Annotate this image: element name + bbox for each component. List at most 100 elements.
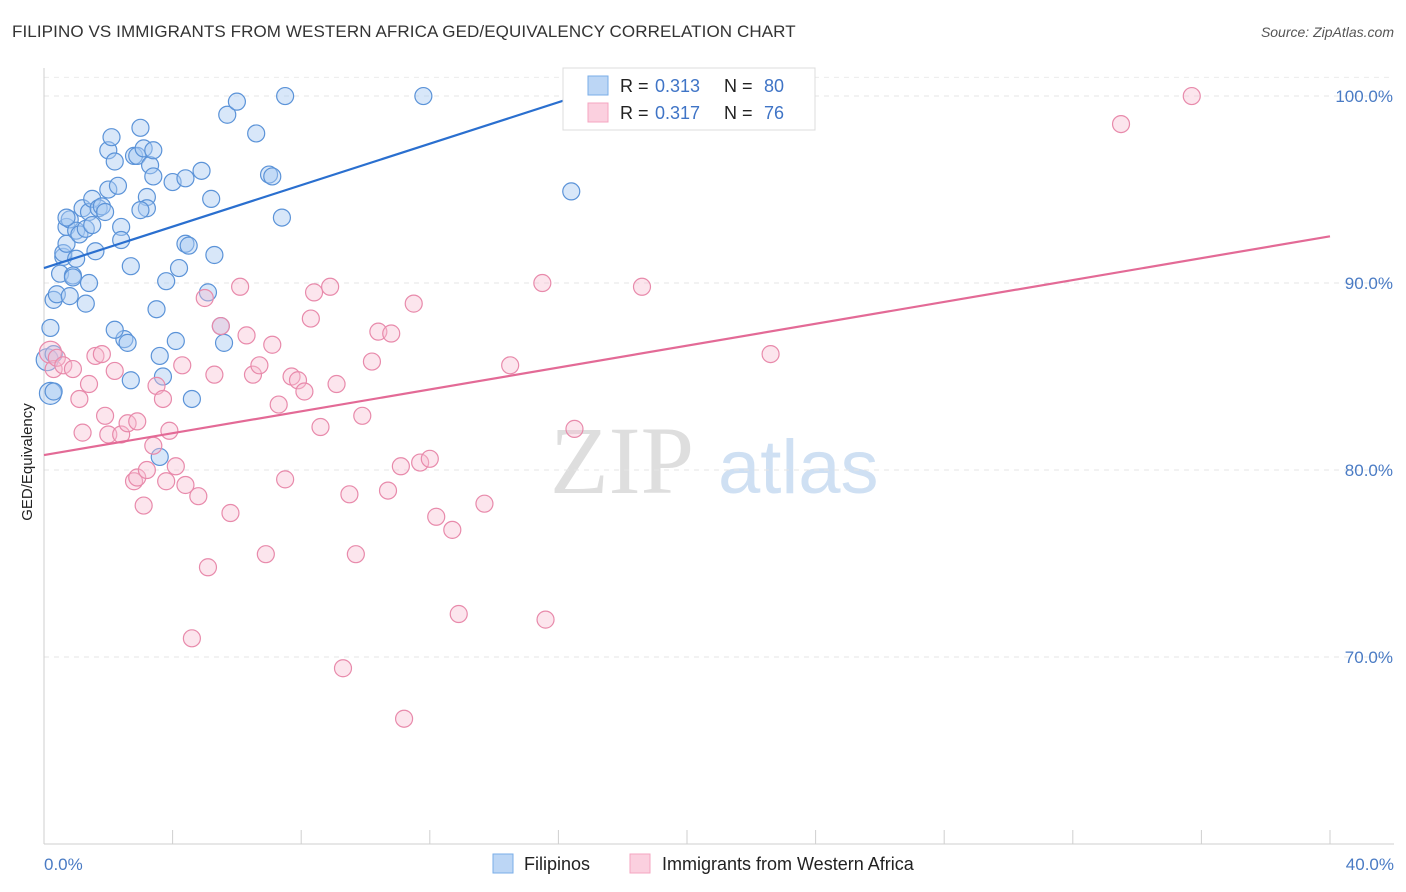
western-africa-point — [70, 389, 89, 409]
y-tick-label: 70.0% — [1345, 648, 1393, 667]
western-africa-point — [128, 412, 147, 431]
data-points — [35, 86, 1201, 728]
filipino-point — [150, 346, 169, 366]
filipino-point — [182, 389, 201, 409]
western-africa-point — [231, 277, 250, 296]
filipino-point — [144, 141, 163, 160]
legend-n-value-1: 80 — [764, 76, 784, 96]
western-africa-point — [311, 417, 330, 437]
y-tick-label: 80.0% — [1345, 461, 1393, 480]
filipino-point — [79, 273, 99, 293]
filipino-point — [108, 176, 128, 195]
western-africa-point — [147, 376, 166, 395]
filipino-point — [95, 202, 115, 222]
western-africa-point — [211, 316, 230, 336]
western-africa-point — [79, 374, 99, 394]
filipino-point — [41, 318, 60, 338]
filipino-point — [179, 236, 198, 255]
western-africa-point — [44, 359, 63, 379]
x-tick-label-min: 0.0% — [44, 855, 83, 874]
filipino-point — [227, 92, 246, 111]
western-africa-point — [761, 344, 780, 364]
western-africa-point — [189, 487, 208, 506]
filipino-point — [131, 118, 150, 137]
filipino-point — [121, 371, 140, 390]
filipino-point — [150, 447, 169, 467]
western-africa-point — [160, 421, 179, 440]
filipino-point — [121, 257, 140, 276]
western-africa-point — [256, 545, 275, 564]
filipino-point — [105, 152, 124, 171]
western-africa-point — [173, 356, 192, 375]
filipino-point — [92, 197, 111, 216]
western-africa-point — [105, 361, 124, 381]
western-africa-point — [1111, 114, 1131, 134]
axes — [43, 68, 1394, 845]
western-africa-point — [195, 288, 214, 308]
western-africa-point — [221, 503, 240, 523]
legend-r-label-2: R = — [620, 103, 649, 123]
bottom-legend-swatch-western-africa — [629, 853, 651, 874]
western-africa-point — [411, 453, 430, 472]
western-africa-point — [394, 709, 414, 728]
filipino-point — [218, 105, 237, 124]
western-africa-point — [443, 520, 462, 539]
western-africa-point — [166, 457, 185, 476]
legend-n-label-1: N = — [724, 76, 753, 96]
filipino-point — [57, 208, 76, 227]
filipino-point — [60, 210, 79, 229]
western-africa-point — [137, 460, 156, 480]
filipino-point — [105, 320, 124, 339]
chart-source: Source: ZipAtlas.com — [1260, 24, 1394, 40]
grid-lines — [44, 76, 1394, 658]
filipino-point — [169, 258, 189, 278]
western-africa-point — [565, 419, 584, 438]
western-africa-trend-line — [43, 235, 1331, 457]
legend-box: R = 0.313 N = 80 R = 0.317 N = 76 — [562, 67, 816, 131]
chart-title: FILIPINO VS IMMIGRANTS FROM WESTERN AFRI… — [12, 22, 796, 41]
western-africa-point — [475, 494, 494, 513]
western-africa-point — [182, 629, 201, 648]
legend-n-label-2: N = — [724, 103, 753, 123]
filipino-point — [272, 208, 292, 227]
western-africa-point — [304, 283, 324, 302]
filipino-point — [137, 199, 156, 218]
western-africa-point — [86, 346, 105, 366]
bottom-legend: Filipinos Immigrants from Western Africa — [492, 853, 915, 874]
western-africa-point — [198, 558, 218, 577]
filipino-point — [99, 180, 118, 199]
western-africa-point — [144, 436, 163, 455]
western-africa-point — [382, 324, 401, 343]
filipino-point — [176, 234, 195, 253]
western-africa-point — [92, 344, 111, 364]
filipino-point — [102, 128, 121, 147]
x-tick-label-max: 40.0% — [1346, 855, 1394, 874]
western-africa-point — [63, 359, 83, 379]
western-africa-point — [54, 356, 73, 375]
western-africa-point — [301, 309, 320, 328]
western-africa-point — [176, 475, 195, 495]
trend-lines — [43, 85, 1331, 457]
western-africa-point — [73, 423, 92, 442]
filipino-point — [140, 156, 160, 175]
y-tick-labels: 70.0% 80.0% 90.0% 100.0% — [1335, 87, 1393, 667]
western-africa-point — [47, 348, 66, 367]
western-africa-point — [250, 356, 269, 375]
western-africa-point — [243, 365, 263, 384]
western-africa-point — [153, 389, 173, 409]
filipino-point — [202, 189, 221, 208]
western-africa-point — [501, 356, 520, 375]
filipino-point — [63, 268, 83, 287]
filipino-point — [147, 300, 166, 319]
western-africa-point — [1182, 86, 1201, 106]
filipino-point — [247, 124, 266, 143]
western-africa-point — [391, 457, 410, 476]
filipino-point — [176, 169, 195, 188]
legend-swatch-western-africa — [587, 102, 609, 123]
western-africa-point — [536, 610, 555, 629]
filipino-point — [192, 161, 211, 180]
western-africa-point — [237, 326, 256, 345]
filipino-point — [198, 283, 218, 302]
filipino-point — [276, 86, 295, 106]
